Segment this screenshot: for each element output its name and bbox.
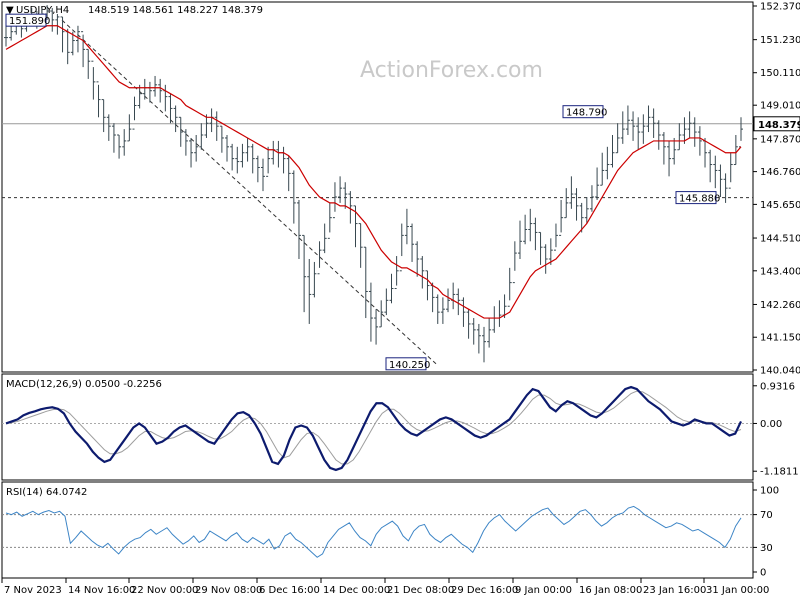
time-tick-label: 14 Dec 00:00 (323, 585, 390, 596)
current-price-label: 148.379 (758, 120, 800, 131)
price-tick-label: 142.260 (760, 300, 800, 311)
price-level-label: 148.790 (566, 108, 607, 119)
price-tick-label: 147.870 (760, 134, 800, 145)
macd-signal-line (5, 390, 742, 465)
macd-lines (2, 385, 753, 472)
time-tick-label: 14 Nov 16:00 (68, 585, 135, 596)
macd-tick-label: 0.9316 (760, 381, 795, 392)
moving-average (5, 25, 742, 319)
macd-tick-label: -1.1811 (760, 467, 799, 478)
macd-line (5, 385, 742, 472)
rsi-tick-label: 70 (760, 510, 773, 521)
macd-title: MACD(12,26,9) 0.0500 -0.2256 (6, 379, 162, 390)
time-tick-label: 21 Dec 08:00 (387, 585, 454, 596)
watermark: ActionForex.com (360, 58, 543, 83)
price-level-labels: 151.890 148.790 145.880 140.250 (5, 13, 720, 371)
price-level-label: 151.890 (9, 16, 50, 27)
rsi-line (5, 505, 742, 558)
rsi-panel[interactable] (1, 481, 754, 579)
moving-average-line (5, 25, 742, 319)
trend-line (61, 19, 437, 365)
collapse-arrow-icon[interactable]: ▼ (6, 5, 14, 16)
time-tick-label: 7 Nov 2023 (4, 585, 62, 596)
rsi-lines (2, 505, 753, 558)
macd-axis: 0.9316 0.00 -1.1811 (753, 381, 799, 478)
price-tick-label: 144.510 (760, 234, 800, 245)
price-tick-label: 143.400 (760, 266, 800, 277)
macd-panel[interactable] (1, 373, 754, 481)
time-tick-label: 22 Nov 00:00 (131, 585, 198, 596)
rsi-tick-label: 0 (760, 568, 766, 579)
current-price-tag (753, 116, 800, 132)
price-tick-label: 145.650 (760, 200, 800, 211)
price-tick-label: 149.010 (760, 101, 800, 112)
price-tick-label: 151.230 (760, 35, 800, 46)
price-level-label: 145.880 (679, 194, 720, 205)
rsi-tick-label: 100 (760, 486, 779, 497)
time-tick-label: 29 Nov 08:00 (195, 585, 262, 596)
macd-tick-label: 0.00 (760, 419, 782, 430)
rsi-tick-label: 30 (760, 543, 773, 554)
price-level-label-box (385, 357, 427, 371)
time-tick-label: 23 Jan 16:00 (643, 585, 706, 596)
price-tick-label: 152.370 (760, 2, 800, 13)
price-level-label-box (562, 105, 604, 119)
price-tick-label: 146.760 (760, 167, 800, 178)
price-level-label-box (675, 191, 717, 205)
time-tick-label: 6 Dec 16:00 (259, 585, 320, 596)
price-tick-label: 141.150 (760, 333, 800, 344)
time-tick-label: 29 Dec 16:00 (451, 585, 518, 596)
price-level-label: 140.250 (389, 360, 430, 371)
candles (4, 5, 743, 363)
price-tick-label: 150.110 (760, 68, 800, 79)
trendline (61, 19, 437, 365)
time-tick-label: 31 Jan 00:00 (706, 585, 769, 596)
time-tick-label: 9 Jan 00:00 (515, 585, 572, 596)
rsi-axis: 100 70 30 0 (753, 486, 779, 579)
ohlc-label: 148.519 148.561 148.227 148.379 (88, 5, 263, 16)
price-axis: 152.370 151.230 150.110 149.010 147.870 146.7… (753, 2, 800, 377)
price-tick-label: 140.040 (760, 366, 800, 377)
price-level-label-box (5, 13, 47, 27)
symbol-label: USDJPY,H4 (16, 5, 69, 16)
rsi-title: RSI(14) 64.0742 (6, 487, 87, 498)
time-tick-label: 16 Jan 08:00 (579, 585, 642, 596)
